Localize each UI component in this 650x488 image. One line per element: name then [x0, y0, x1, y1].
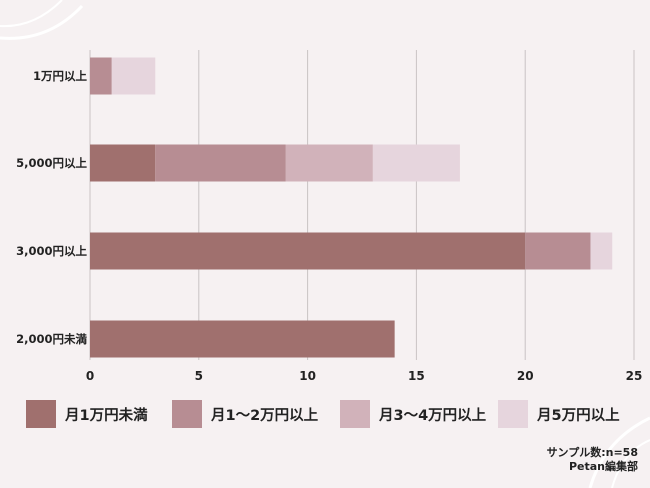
x-tick-label: 25 [626, 369, 643, 383]
x-tick-label: 10 [299, 369, 316, 383]
bar-segment [285, 144, 373, 182]
sample-size-text: サンプル数:n=58 [546, 446, 638, 459]
legend-item: 月1万円未満 [26, 398, 148, 430]
legend-swatch [340, 400, 370, 428]
bar-segment [525, 232, 591, 270]
bar-segment [372, 144, 460, 182]
legend-item: 月3〜4万円以上 [340, 398, 486, 430]
x-tick-label: 5 [195, 369, 203, 383]
legend-label: 月1万円未満 [65, 407, 148, 424]
category-label: 1万円以上 [33, 69, 88, 83]
legend-label: 月1〜2万円以上 [211, 407, 319, 424]
legend-swatch [172, 400, 202, 428]
chart-legend: 月1万円未満 月1〜2万円以上 月3〜4万円以上 月5万円以上 [26, 398, 636, 432]
bar-segment [155, 144, 286, 182]
legend-swatch [26, 400, 56, 428]
bar-segment [90, 320, 395, 358]
x-tick-label: 0 [86, 369, 94, 383]
legend-item: 月5万円以上 [498, 398, 620, 430]
bar-segment [590, 232, 613, 270]
bar-segment [111, 57, 156, 95]
bar-segment [90, 144, 156, 182]
bar-chart: 0 5 10 15 20 25 1万円以上 5,000円以上 3,000円以上 2,000円未満 [16, 50, 643, 383]
x-tick-label: 20 [517, 369, 534, 383]
category-label: 3,000円以上 [16, 244, 87, 258]
category-label: 2,000円未満 [16, 332, 87, 346]
x-tick-label: 15 [408, 369, 425, 383]
legend-item: 月1〜2万円以上 [172, 398, 318, 430]
category-label: 5,000円以上 [16, 156, 87, 170]
bar-segment [90, 232, 526, 270]
source-note: サンプル数:n=58 Petan編集部 [547, 446, 638, 474]
bar-segment [90, 57, 112, 95]
legend-swatch [498, 400, 528, 428]
credit-text: Petan編集部 [568, 460, 638, 473]
legend-label: 月5万円以上 [537, 407, 620, 424]
legend-label: 月3〜4万円以上 [379, 407, 487, 424]
